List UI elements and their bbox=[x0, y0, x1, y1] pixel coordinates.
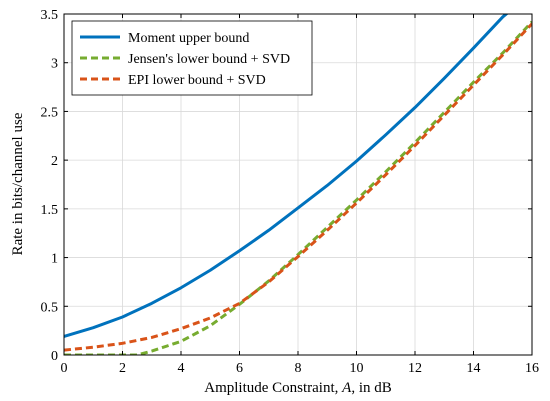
y-tick-label: 1.5 bbox=[41, 203, 59, 218]
series-line-1 bbox=[64, 14, 509, 338]
x-tick-label: 8 bbox=[295, 361, 302, 376]
legend-label: Jensen's lower bound + SVD bbox=[128, 52, 290, 67]
y-tick-label: 1 bbox=[51, 252, 58, 267]
y-tick-label: 2.5 bbox=[41, 105, 59, 120]
x-tick-label: 12 bbox=[408, 361, 422, 376]
x-axis-label-var: A bbox=[341, 380, 352, 396]
x-tick-label: 14 bbox=[467, 361, 481, 376]
x-axis-label: Amplitude Constraint, A, in dB bbox=[204, 380, 392, 396]
x-tick-label: 10 bbox=[350, 361, 364, 376]
y-tick-label: 3 bbox=[51, 57, 58, 72]
legend-label: EPI lower bound + SVD bbox=[128, 73, 266, 88]
series-line-2 bbox=[64, 20, 532, 355]
y-tick-label: 0 bbox=[51, 349, 58, 364]
series-line-3 bbox=[64, 22, 532, 352]
y-axis-label: Rate in bits/channel use bbox=[10, 112, 26, 255]
x-axis-label-prefix: Amplitude Constraint, bbox=[204, 380, 342, 396]
legend-label: Moment upper bound bbox=[128, 31, 249, 46]
legend-box bbox=[71, 20, 313, 96]
y-tick-label: 0.5 bbox=[41, 300, 59, 315]
y-tick-label: 3.5 bbox=[41, 8, 59, 23]
series-lines bbox=[64, 14, 532, 355]
axis-ticks: 0 2 4 6 8 10 12 14 16 0 0.5 1 1.5 2 2.5 3 3.5 bbox=[41, 8, 540, 376]
x-tick-label: 16 bbox=[525, 361, 539, 376]
x-tick-label: 0 bbox=[61, 361, 68, 376]
x-axis-label-suffix: , in dB bbox=[351, 380, 391, 396]
legend: Moment upper bound Jensen's lower bound +… bbox=[71, 20, 313, 96]
y-tick-label: 2 bbox=[51, 154, 58, 169]
x-tick-label: 2 bbox=[119, 361, 126, 376]
x-tick-label: 4 bbox=[178, 361, 185, 376]
x-tick-label: 6 bbox=[236, 361, 243, 376]
